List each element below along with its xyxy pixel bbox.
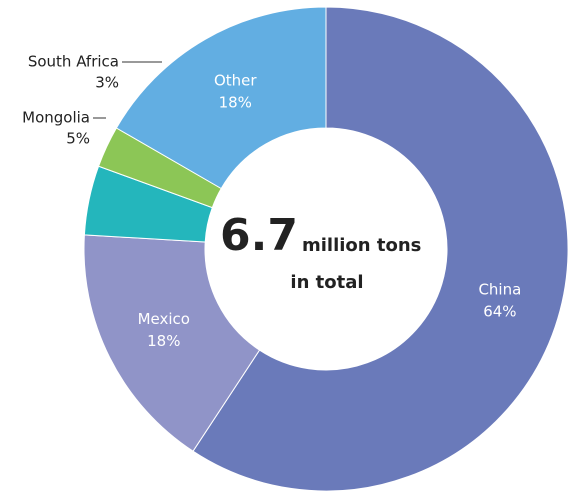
- donut-segment: [115, 6, 327, 190]
- segment-value-label: 18%: [219, 93, 252, 111]
- segment-label: China: [478, 281, 521, 299]
- donut-hole: [205, 128, 447, 370]
- donut-segment: [192, 6, 568, 492]
- donut-segment: [83, 234, 261, 452]
- segment-label: Mexico: [138, 310, 190, 328]
- segment-value-label: 18%: [147, 332, 180, 350]
- segment-value-label: 64%: [483, 303, 516, 321]
- segment-label: Other: [214, 71, 257, 89]
- center-note: in total: [290, 272, 363, 293]
- center-value: 6.7: [220, 210, 298, 261]
- segment-label: South Africa: [28, 53, 119, 71]
- segment-label: Mongolia: [22, 109, 90, 127]
- center-unit: million tons: [302, 235, 421, 256]
- segment-value-label: 3%: [95, 74, 119, 92]
- segment-value-label: 5%: [66, 130, 90, 148]
